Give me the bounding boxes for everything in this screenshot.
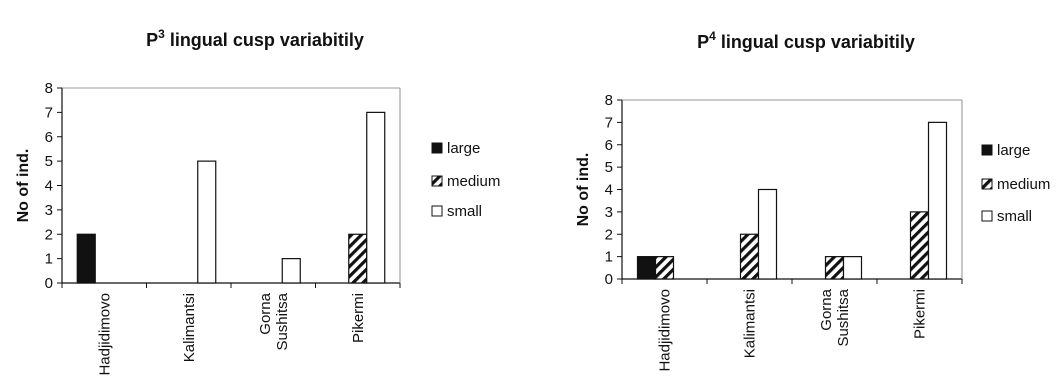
bar-large [636, 256, 657, 280]
y-tick-label: 0 [45, 275, 53, 292]
y-tick-label: 4 [605, 182, 613, 199]
y-tick-label: 7 [605, 114, 613, 131]
x-category-label-line: Hadjidimovo [657, 289, 674, 372]
y-tick-label: 6 [45, 129, 53, 146]
y-tick-label: 3 [45, 202, 53, 219]
bar-medium [824, 256, 845, 280]
legend-label-small: small [997, 208, 1032, 225]
legend-label-small: small [447, 203, 482, 220]
y-tick-label: 4 [45, 178, 53, 195]
bar-large [76, 233, 96, 284]
x-category-label-line: Hadjidimovo [96, 293, 113, 376]
chart-title-superscript: 4 [709, 29, 716, 43]
x-category-label-line: Kalimantsi [742, 289, 759, 358]
chart-title-prefix: P [146, 30, 158, 50]
chart-title-rest: lingual cusp variabitily [165, 30, 364, 50]
x-category-label-line: Sushitsa [274, 292, 291, 350]
y-axis-title: No of ind. [575, 153, 592, 227]
x-category-label-line: Sushitsa [835, 288, 852, 346]
legend-swatch-large [981, 144, 993, 156]
legend-label-large: large [447, 140, 480, 157]
y-tick-label: 8 [605, 92, 613, 109]
bar-small [366, 111, 386, 284]
chart-title-superscript: 3 [158, 27, 165, 41]
y-tick-label: 2 [45, 226, 53, 243]
x-category-label: GornaSushitsa [257, 292, 291, 350]
chart-title: P4 lingual cusp variabitily [697, 29, 915, 52]
y-axis-title: No of ind. [15, 149, 32, 223]
bar-medium [654, 256, 675, 280]
y-tick-label: 1 [45, 251, 53, 268]
x-category-label: Hadjidimovo [96, 293, 113, 376]
y-tick-label: 1 [605, 249, 613, 266]
legend-swatch-small [431, 205, 443, 217]
legend-label-large: large [997, 142, 1030, 159]
x-category-label: Pikermi [912, 289, 929, 339]
chart-title: P3 lingual cusp variabitily [146, 27, 364, 50]
x-category-label-line: Kalimantsi [181, 293, 198, 362]
legend-swatch-large [431, 142, 443, 154]
x-category-label: Pikermi [350, 293, 367, 343]
chart-title-rest: lingual cusp variabitily [716, 32, 915, 52]
bar-small [197, 160, 217, 284]
bar-medium [739, 233, 760, 280]
legend-swatch-medium [431, 175, 443, 187]
x-category-label: Kalimantsi [181, 293, 198, 362]
y-tick-label: 5 [605, 159, 613, 176]
x-category-label-line: Pikermi [912, 289, 929, 339]
y-tick-label: 0 [605, 271, 613, 288]
x-category-label-line: Pikermi [350, 293, 367, 343]
bar-small [927, 121, 948, 280]
chart-title-prefix: P [697, 32, 709, 52]
y-tick-label: 6 [605, 137, 613, 154]
bar-medium [348, 233, 368, 284]
y-tick-label: 5 [45, 153, 53, 170]
legend-label-medium: medium [997, 176, 1050, 193]
bar-medium [909, 211, 930, 280]
bar-small [842, 256, 863, 280]
y-tick-label: 7 [45, 104, 53, 121]
bar-small [281, 258, 301, 284]
x-category-label: Kalimantsi [742, 289, 759, 358]
x-category-label-line: Gorna [257, 292, 274, 334]
x-category-label: GornaSushitsa [818, 288, 852, 346]
y-tick-label: 3 [605, 204, 613, 221]
legend-swatch-medium [981, 178, 993, 190]
y-tick-label: 8 [45, 80, 53, 97]
bar-small [757, 188, 778, 280]
x-category-label-line: Gorna [818, 288, 835, 330]
legend-swatch-small [981, 210, 993, 222]
x-category-label: Hadjidimovo [657, 289, 674, 372]
legend-label-medium: medium [447, 173, 500, 190]
y-tick-label: 2 [605, 226, 613, 243]
